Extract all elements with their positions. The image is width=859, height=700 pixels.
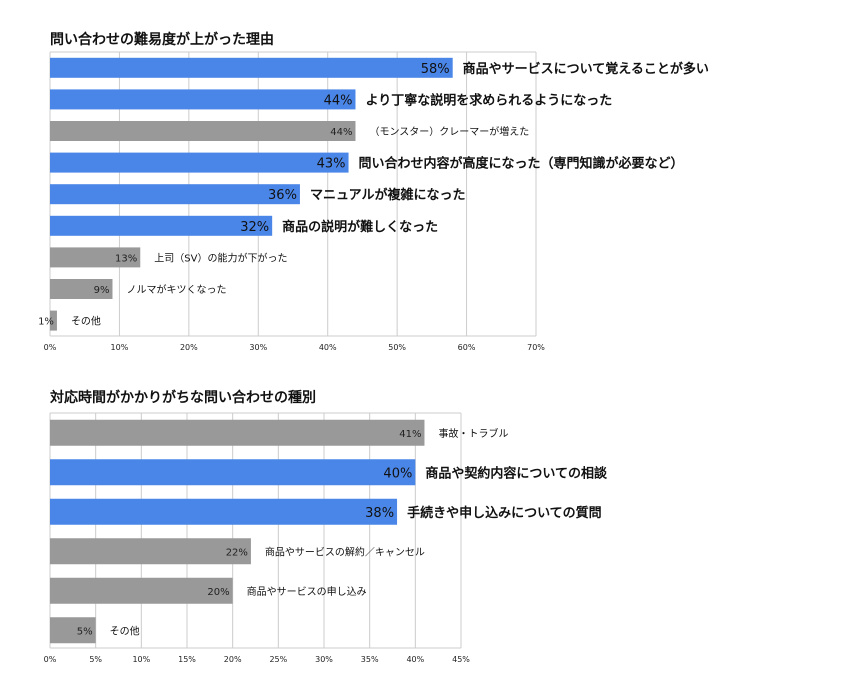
chart1-tick-label: 20% — [180, 343, 198, 352]
chart2-value-label: 38% — [365, 506, 394, 521]
chart2-bar — [50, 419, 425, 446]
chart1-tick-label: 0% — [44, 343, 57, 352]
chart2-tick-label: 30% — [315, 655, 333, 664]
chart1-tick-label: 70% — [527, 343, 545, 352]
chart1-category-label: ノルマがキツくなった — [126, 283, 226, 296]
chart1-value-label: 32% — [240, 220, 269, 235]
chart2-bar — [50, 577, 233, 604]
chart1-tick-label: 40% — [319, 343, 337, 352]
chart1-tick-label: 60% — [458, 343, 476, 352]
chart1-bar — [50, 184, 300, 205]
chart2-value-label: 20% — [207, 587, 229, 598]
chart1-value-label: 13% — [115, 253, 137, 264]
chart2-category-label: 商品やサービスの解約／キャンセル — [265, 545, 425, 558]
chart1-bar — [50, 57, 453, 78]
chart1-value-label: 1% — [38, 317, 54, 328]
chart2-value-label: 5% — [77, 626, 93, 637]
chart1-category-label: 商品の説明が難しくなった — [282, 219, 438, 235]
chart1-tick-label: 30% — [249, 343, 267, 352]
chart2-tick-label: 40% — [406, 655, 424, 664]
chart1-value-label: 43% — [317, 157, 346, 172]
chart1-bar — [50, 310, 57, 331]
chart2-title: 対応時間がかかりがちな問い合わせの種別 — [49, 389, 316, 406]
chart1-category-label: 問い合わせ内容が高度になった（専門知識が必要など） — [359, 156, 684, 172]
chart2-category-label: 事故・トラブル — [438, 427, 508, 440]
chart1-bar — [50, 89, 356, 110]
chart2-tick-label: 45% — [452, 655, 470, 664]
chart2-tick-label: 25% — [269, 655, 287, 664]
chart1-value-label: 36% — [268, 188, 297, 203]
chart1-value-label: 44% — [330, 127, 352, 138]
chart1-bar — [50, 279, 113, 299]
chart2-category-label: 手続きや申し込みについての質問 — [407, 505, 602, 521]
chart2-tick-label: 5% — [89, 655, 102, 664]
chart1-category-label: より丁寧な説明を求められるようになった — [365, 92, 612, 108]
chart2-value-label: 41% — [399, 429, 421, 440]
chart1-bar — [50, 215, 273, 236]
chart1-value-label: 44% — [324, 93, 353, 108]
chart2-bar — [50, 459, 416, 486]
chart1-category-label: 上司（SV）の能力が下がった — [154, 251, 287, 264]
chart1-tick-label: 10% — [111, 343, 129, 352]
chart2-value-label: 22% — [226, 547, 248, 558]
chart1-category-label: 商品やサービスについて覚えることが多い — [463, 61, 709, 77]
chart1-category-label: マニュアルが複雑になった — [310, 187, 466, 203]
chart1-category-label: （モンスター）クレーマーが増えた — [369, 125, 529, 138]
chart2-category-label: 商品や契約内容についての相談 — [425, 465, 608, 481]
chart1-bar — [50, 247, 141, 268]
chart1-category-label: その他 — [71, 315, 101, 328]
chart1-plot: 0% 10% 20% 30% 40% 50% 60% 70% 58% 商品やサービスについて覚える… — [38, 51, 709, 352]
chart2-category-label: 商品やサービスの申し込み — [247, 585, 367, 598]
chart2-category-label: その他 — [110, 624, 140, 637]
chart2-tick-label: 35% — [361, 655, 379, 664]
chart1-tick-label: 50% — [388, 343, 406, 352]
chart1-bar — [50, 121, 356, 141]
chart1-bar — [50, 152, 349, 173]
chart1-value-label: 9% — [94, 285, 110, 296]
chart2-value-label: 40% — [383, 466, 412, 481]
chart2-tick-label: 15% — [178, 655, 196, 664]
chart2-tick-label: 0% — [44, 655, 57, 664]
chart1-value-label: 58% — [421, 62, 450, 77]
chart2-tick-label: 10% — [132, 655, 150, 664]
chart2-plot: 0% 5% 10% 15% 20% 25% 30% 35% 40% 45% 41% 事故・トラブル 40… — [44, 412, 608, 664]
chart2-bar — [50, 538, 251, 565]
chart2-tick-label: 20% — [224, 655, 242, 664]
chart2-bar — [50, 498, 398, 525]
chart1-title: 問い合わせの難易度が上がった理由 — [50, 31, 274, 48]
chart2-bar — [50, 617, 96, 644]
